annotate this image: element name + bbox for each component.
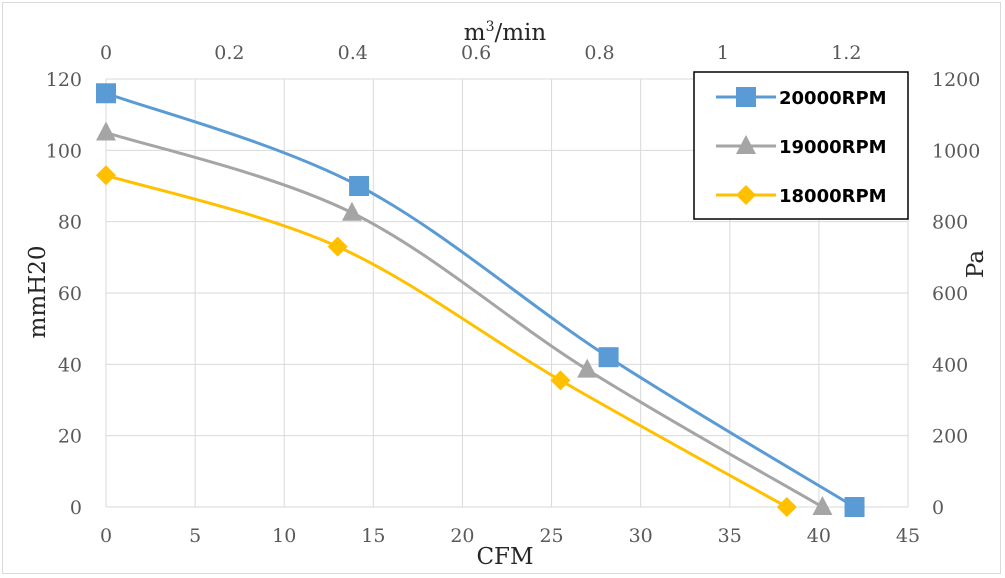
y2-tick-label: 1000 [932, 140, 980, 162]
y-tick-label: 40 [58, 354, 82, 376]
y-tick-label: 0 [70, 497, 82, 519]
x-tick-label: 10 [272, 525, 296, 547]
series-layer [96, 83, 865, 517]
x2-tick-label: 0.4 [338, 42, 368, 64]
x2-tick-label: 1 [717, 42, 729, 64]
series-line-18000RPM [105, 173, 788, 509]
x2-tick-label: 0 [100, 42, 112, 64]
data-point-19000RPM [96, 121, 116, 141]
y-tick-label: 80 [58, 212, 82, 234]
x-tick-label: 30 [629, 525, 653, 547]
x2-axis-title-superscript: 3 [486, 19, 495, 35]
legend-label-18000RPM: 18000RPM [779, 186, 887, 207]
y-axis-title: mmH20 [25, 246, 51, 339]
data-point-18000RPM [327, 236, 348, 257]
x2-axis-title-base: m [464, 20, 486, 46]
y2-tick-label: 1200 [932, 69, 980, 91]
legend: 20000RPM 19000RPM 18000RPM [693, 71, 909, 220]
data-point-19000RPM [812, 496, 833, 515]
data-point-18000RPM [96, 165, 116, 186]
x-tick-label: 25 [539, 525, 563, 547]
y2-tick-label: 400 [932, 354, 968, 376]
data-point-18000RPM [776, 497, 797, 517]
y-tick-label: 20 [58, 426, 82, 448]
x2-tick-label: 1.2 [831, 42, 861, 64]
x2-tick-label: 0.2 [214, 42, 244, 64]
data-point-19000RPM [577, 358, 598, 378]
data-point-20000RPM [844, 497, 865, 517]
x-tick-label: 40 [807, 525, 831, 547]
legend-label-19000RPM: 19000RPM [779, 137, 887, 158]
y2-tick-label: 800 [932, 212, 968, 234]
series-line-19000RPM [105, 131, 824, 509]
x-tick-label: 20 [450, 525, 474, 547]
y2-tick-label: 600 [932, 283, 968, 305]
y-tick-label: 120 [46, 69, 82, 91]
data-point-18000RPM [550, 370, 571, 391]
y2-tick-label: 0 [932, 497, 944, 519]
data-point-20000RPM [349, 176, 370, 196]
series-20000RPM [96, 83, 865, 517]
data-point-19000RPM [341, 201, 362, 221]
y-tick-label: 60 [58, 283, 82, 305]
legend-marker-18000RPM [736, 185, 756, 205]
series-19000RPM [96, 121, 833, 515]
x-axis-title: CFM [476, 544, 533, 570]
x2-tick-label: 0.8 [584, 42, 614, 64]
legend-marker-19000RPM [736, 135, 756, 154]
y2-axis-title: Pa [963, 250, 989, 278]
data-point-20000RPM [598, 347, 619, 368]
y2-tick-label: 200 [932, 426, 968, 448]
x-tick-label: 0 [100, 525, 112, 547]
series-line-20000RPM [105, 91, 856, 509]
x-tick-label: 35 [718, 525, 742, 547]
x2-tick-label: 0.6 [461, 42, 491, 64]
legend-marker-20000RPM [736, 87, 756, 107]
x2-axis-title-rest: /min [495, 20, 547, 46]
y-tick-label: 100 [46, 140, 82, 162]
x-tick-label: 45 [896, 525, 920, 547]
x2-axis-title: m3/min [464, 19, 547, 46]
x-tick-label: 15 [361, 525, 385, 547]
data-point-20000RPM [96, 83, 116, 104]
series-18000RPM [96, 165, 797, 517]
legend-label-20000RPM: 20000RPM [779, 88, 887, 109]
x-tick-label: 5 [189, 525, 201, 547]
